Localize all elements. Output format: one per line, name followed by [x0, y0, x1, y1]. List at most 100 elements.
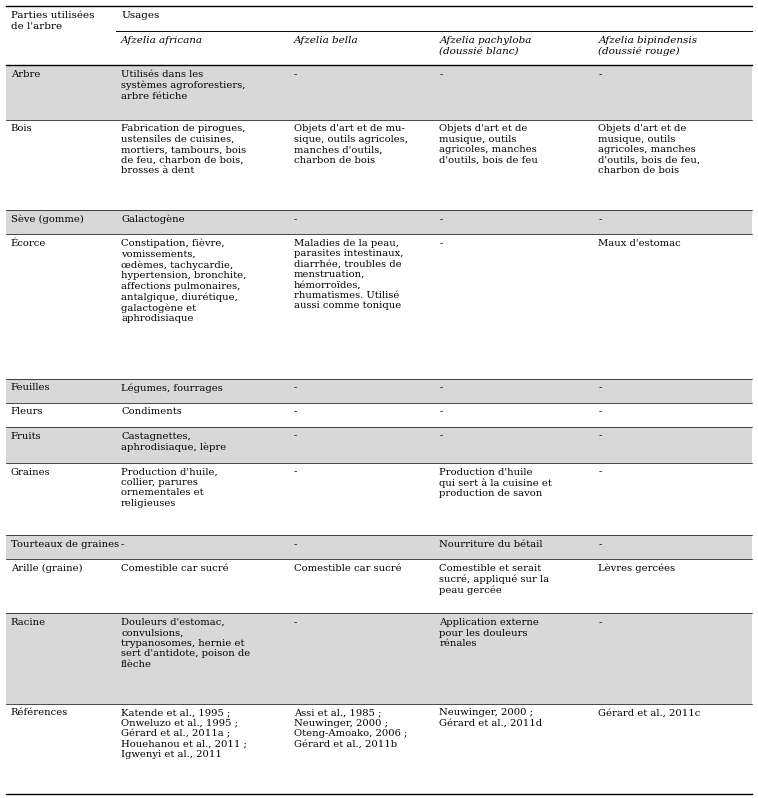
Bar — [594, 65, 752, 120]
Text: Bois: Bois — [11, 124, 33, 133]
Bar — [594, 559, 752, 614]
Bar — [594, 234, 752, 378]
Text: Parties utilisées
de l'arbre: Parties utilisées de l'arbre — [11, 11, 94, 30]
Bar — [6, 210, 117, 234]
Text: -: - — [121, 540, 124, 549]
Bar — [6, 378, 117, 403]
Bar — [117, 704, 290, 794]
Text: -: - — [294, 618, 297, 627]
Text: Galactogène: Galactogène — [121, 215, 185, 224]
Text: Afzelia africana: Afzelia africana — [121, 36, 203, 45]
Text: Neuwinger, 2000 ;
Gérard et al., 2011d: Neuwinger, 2000 ; Gérard et al., 2011d — [440, 709, 543, 728]
Text: Tourteaux de graines: Tourteaux de graines — [11, 540, 119, 549]
Bar — [6, 463, 117, 535]
Text: -: - — [598, 540, 602, 549]
Text: -: - — [440, 408, 443, 417]
Text: Lèvres gercées: Lèvres gercées — [598, 564, 675, 574]
Text: -: - — [598, 468, 602, 476]
Text: Comestible et serait
sucré, appliqué sur la
peau gercée: Comestible et serait sucré, appliqué sur… — [440, 564, 550, 595]
Bar — [435, 234, 594, 378]
Text: Légumes, fourrages: Légumes, fourrages — [121, 383, 223, 393]
Text: Comestible car sucré: Comestible car sucré — [294, 564, 402, 573]
Bar — [6, 120, 117, 210]
Text: Fruits: Fruits — [11, 432, 41, 440]
Bar — [435, 559, 594, 614]
Bar — [290, 403, 435, 427]
Bar — [594, 704, 752, 794]
Text: Utilisés dans les
systèmes agroforestiers,
arbre fétiche: Utilisés dans les systèmes agroforestier… — [121, 70, 246, 101]
Bar — [6, 234, 117, 378]
Bar — [290, 463, 435, 535]
Text: -: - — [598, 618, 602, 627]
Text: -: - — [440, 239, 443, 248]
Bar — [435, 210, 594, 234]
Text: -: - — [294, 383, 297, 393]
Text: -: - — [440, 383, 443, 393]
Bar — [117, 614, 290, 704]
Bar — [594, 210, 752, 234]
Bar — [435, 614, 594, 704]
Text: Nourriture du bétail: Nourriture du bétail — [440, 540, 543, 549]
Text: -: - — [598, 432, 602, 440]
Text: Maux d'estomac: Maux d'estomac — [598, 239, 681, 248]
Text: -: - — [294, 468, 297, 476]
Text: Afzelia bella: Afzelia bella — [294, 36, 359, 45]
Bar — [6, 559, 117, 614]
Bar — [594, 120, 752, 210]
Text: Maladies de la peau,
parasites intestinaux,
diarrhée, troubles de
menstruation,
: Maladies de la peau, parasites intestina… — [294, 239, 403, 310]
Text: -: - — [440, 432, 443, 440]
Bar — [435, 463, 594, 535]
Bar — [594, 378, 752, 403]
Bar — [594, 535, 752, 559]
Bar — [290, 65, 435, 120]
Bar — [117, 6, 752, 31]
Text: -: - — [598, 215, 602, 223]
Bar — [594, 403, 752, 427]
Bar — [594, 31, 752, 65]
Text: Arille (graine): Arille (graine) — [11, 564, 82, 573]
Text: Objets d'art et de
musique, outils
agricoles, manches
d'outils, bois de feu,
cha: Objets d'art et de musique, outils agric… — [598, 124, 700, 175]
Bar — [290, 234, 435, 378]
Bar — [290, 559, 435, 614]
Text: Écorce: Écorce — [11, 239, 46, 248]
Text: Feuilles: Feuilles — [11, 383, 50, 393]
Bar — [290, 614, 435, 704]
Text: Douleurs d'estomac,
convulsions,
trypanosomes, hernie et
sert d'antidote, poison: Douleurs d'estomac, convulsions, trypano… — [121, 618, 250, 669]
Bar — [117, 463, 290, 535]
Text: -: - — [294, 432, 297, 440]
Text: Condiments: Condiments — [121, 408, 182, 417]
Bar — [6, 6, 117, 65]
Text: Gérard et al., 2011c: Gérard et al., 2011c — [598, 709, 700, 717]
Bar — [6, 427, 117, 463]
Text: -: - — [598, 383, 602, 393]
Bar — [290, 535, 435, 559]
Bar — [435, 535, 594, 559]
Text: -: - — [598, 408, 602, 417]
Bar — [117, 378, 290, 403]
Bar — [6, 614, 117, 704]
Text: Références: Références — [11, 709, 68, 717]
Bar — [117, 559, 290, 614]
Text: Application externe
pour les douleurs
rénales: Application externe pour les douleurs ré… — [440, 618, 540, 648]
Bar — [117, 234, 290, 378]
Text: -: - — [294, 408, 297, 417]
Text: Usages: Usages — [121, 11, 159, 20]
Text: Production d'huile
qui sert à la cuisine et
production de savon: Production d'huile qui sert à la cuisine… — [440, 468, 553, 499]
Bar — [435, 65, 594, 120]
Text: Objets d'art et de
musique, outils
agricoles, manches
d'outils, bois de feu: Objets d'art et de musique, outils agric… — [440, 124, 538, 164]
Text: Sève (gomme): Sève (gomme) — [11, 215, 83, 224]
Text: Afzelia pachyloba
(doussié blanc): Afzelia pachyloba (doussié blanc) — [440, 36, 532, 55]
Text: Graines: Graines — [11, 468, 50, 476]
Text: Constipation, fièvre,
vomissements,
œdèmes, tachycardie,
hypertension, bronchite: Constipation, fièvre, vomissements, œdèm… — [121, 239, 246, 323]
Bar — [6, 535, 117, 559]
Text: -: - — [440, 215, 443, 223]
Text: Arbre: Arbre — [11, 70, 40, 79]
Text: Assi et al., 1985 ;
Neuwinger, 2000 ;
Oteng-Amoako, 2006 ;
Gérard et al., 2011b: Assi et al., 1985 ; Neuwinger, 2000 ; Ot… — [294, 709, 407, 749]
Bar — [290, 427, 435, 463]
Text: -: - — [294, 215, 297, 223]
Bar — [594, 427, 752, 463]
Text: Afzelia bipindensis
(doussié rouge): Afzelia bipindensis (doussié rouge) — [598, 36, 697, 56]
Bar — [435, 31, 594, 65]
Bar — [435, 427, 594, 463]
Text: Racine: Racine — [11, 618, 45, 627]
